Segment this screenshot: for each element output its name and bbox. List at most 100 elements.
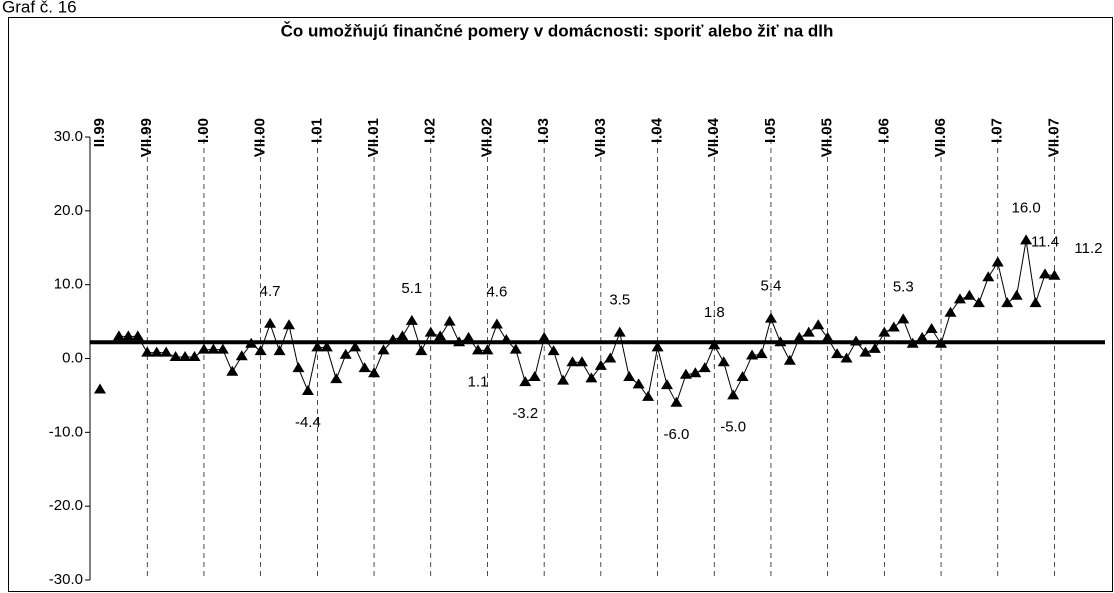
marker xyxy=(1010,289,1023,300)
marker xyxy=(1020,234,1033,245)
marker xyxy=(150,346,163,357)
marker xyxy=(613,326,626,337)
marker xyxy=(179,351,192,362)
x-tick-label: I.00 xyxy=(195,118,212,143)
marker xyxy=(500,334,513,345)
data-label: 4.6 xyxy=(486,284,507,301)
marker xyxy=(509,343,522,354)
marker xyxy=(245,337,258,348)
data-label: 4.7 xyxy=(260,283,281,300)
x-tick-label: VII.03 xyxy=(592,118,609,157)
x-tick-label: VII.07 xyxy=(1045,118,1062,157)
marker xyxy=(774,336,787,347)
caption-bg xyxy=(0,0,140,17)
marker xyxy=(698,362,711,373)
marker xyxy=(320,341,333,352)
marker xyxy=(831,348,844,359)
marker xyxy=(575,356,588,367)
marker xyxy=(812,319,825,330)
marker xyxy=(982,271,995,282)
marker xyxy=(472,344,484,355)
marker xyxy=(1039,268,1051,279)
marker xyxy=(670,396,683,407)
marker xyxy=(916,331,929,342)
x-tick-label: II.99 xyxy=(91,118,108,147)
marker xyxy=(991,256,1004,267)
data-label: 5.1 xyxy=(401,280,422,297)
y-tick-label: -30.0 xyxy=(49,571,83,588)
marker xyxy=(727,389,740,400)
data-label: 11.2 xyxy=(1074,240,1102,257)
marker xyxy=(358,362,371,373)
y-tick-label: 30.0 xyxy=(54,128,83,145)
marker xyxy=(207,343,220,354)
marker xyxy=(623,370,636,381)
y-tick-label: 0.0 xyxy=(62,349,83,366)
marker xyxy=(453,336,466,347)
marker xyxy=(377,344,390,355)
x-tick-label: I.01 xyxy=(308,118,325,143)
x-tick-label: VII.04 xyxy=(705,117,722,157)
marker xyxy=(897,313,910,324)
marker xyxy=(330,373,343,384)
marker xyxy=(972,297,985,308)
marker xyxy=(368,367,381,378)
y-tick-label: 20.0 xyxy=(54,202,83,219)
data-label: -6.0 xyxy=(664,426,690,443)
data-label: 5.4 xyxy=(761,278,782,295)
marker xyxy=(585,372,598,383)
marker xyxy=(547,345,560,356)
marker xyxy=(311,341,324,352)
marker xyxy=(708,339,721,350)
marker xyxy=(746,349,759,360)
marker xyxy=(887,321,900,332)
marker xyxy=(292,362,305,373)
data-label: 1.8 xyxy=(704,304,725,321)
marker xyxy=(188,351,201,362)
marker xyxy=(868,342,881,353)
x-tick-label: I.02 xyxy=(422,118,439,143)
data-label: 1.1 xyxy=(468,373,489,390)
marker xyxy=(283,319,295,330)
x-tick-label: I.06 xyxy=(875,118,892,143)
marker xyxy=(160,346,173,357)
marker xyxy=(557,374,570,385)
x-tick-label: VII.02 xyxy=(478,118,495,157)
marker xyxy=(349,341,362,352)
marker xyxy=(906,337,919,348)
marker xyxy=(642,390,655,401)
marker xyxy=(339,348,352,359)
marker xyxy=(736,370,749,381)
marker xyxy=(935,337,948,348)
marker xyxy=(396,330,409,341)
caption: Graf č. 16 xyxy=(2,0,77,16)
marker xyxy=(783,354,796,365)
marker xyxy=(273,345,286,356)
marker xyxy=(216,343,229,354)
marker xyxy=(755,348,768,359)
marker xyxy=(821,331,834,342)
marker xyxy=(802,326,815,337)
marker xyxy=(878,326,891,337)
chart-frame xyxy=(8,17,1113,592)
x-tick-label: I.05 xyxy=(762,118,779,143)
marker xyxy=(651,341,664,352)
marker xyxy=(840,352,853,363)
marker xyxy=(604,352,617,363)
marker xyxy=(254,345,267,356)
marker xyxy=(850,335,862,346)
marker xyxy=(424,326,437,337)
marker xyxy=(94,383,106,394)
data-label: -4.4 xyxy=(295,414,321,431)
marker xyxy=(197,343,210,354)
y-tick-label: -20.0 xyxy=(49,497,83,514)
marker xyxy=(122,330,135,341)
marker xyxy=(764,312,777,323)
marker xyxy=(1001,297,1014,308)
x-tick-label: VII.99 xyxy=(138,118,155,157)
x-tick-label: VII.05 xyxy=(819,118,836,157)
marker xyxy=(528,370,541,381)
marker xyxy=(490,318,503,329)
marker xyxy=(462,331,475,342)
marker xyxy=(679,368,692,379)
